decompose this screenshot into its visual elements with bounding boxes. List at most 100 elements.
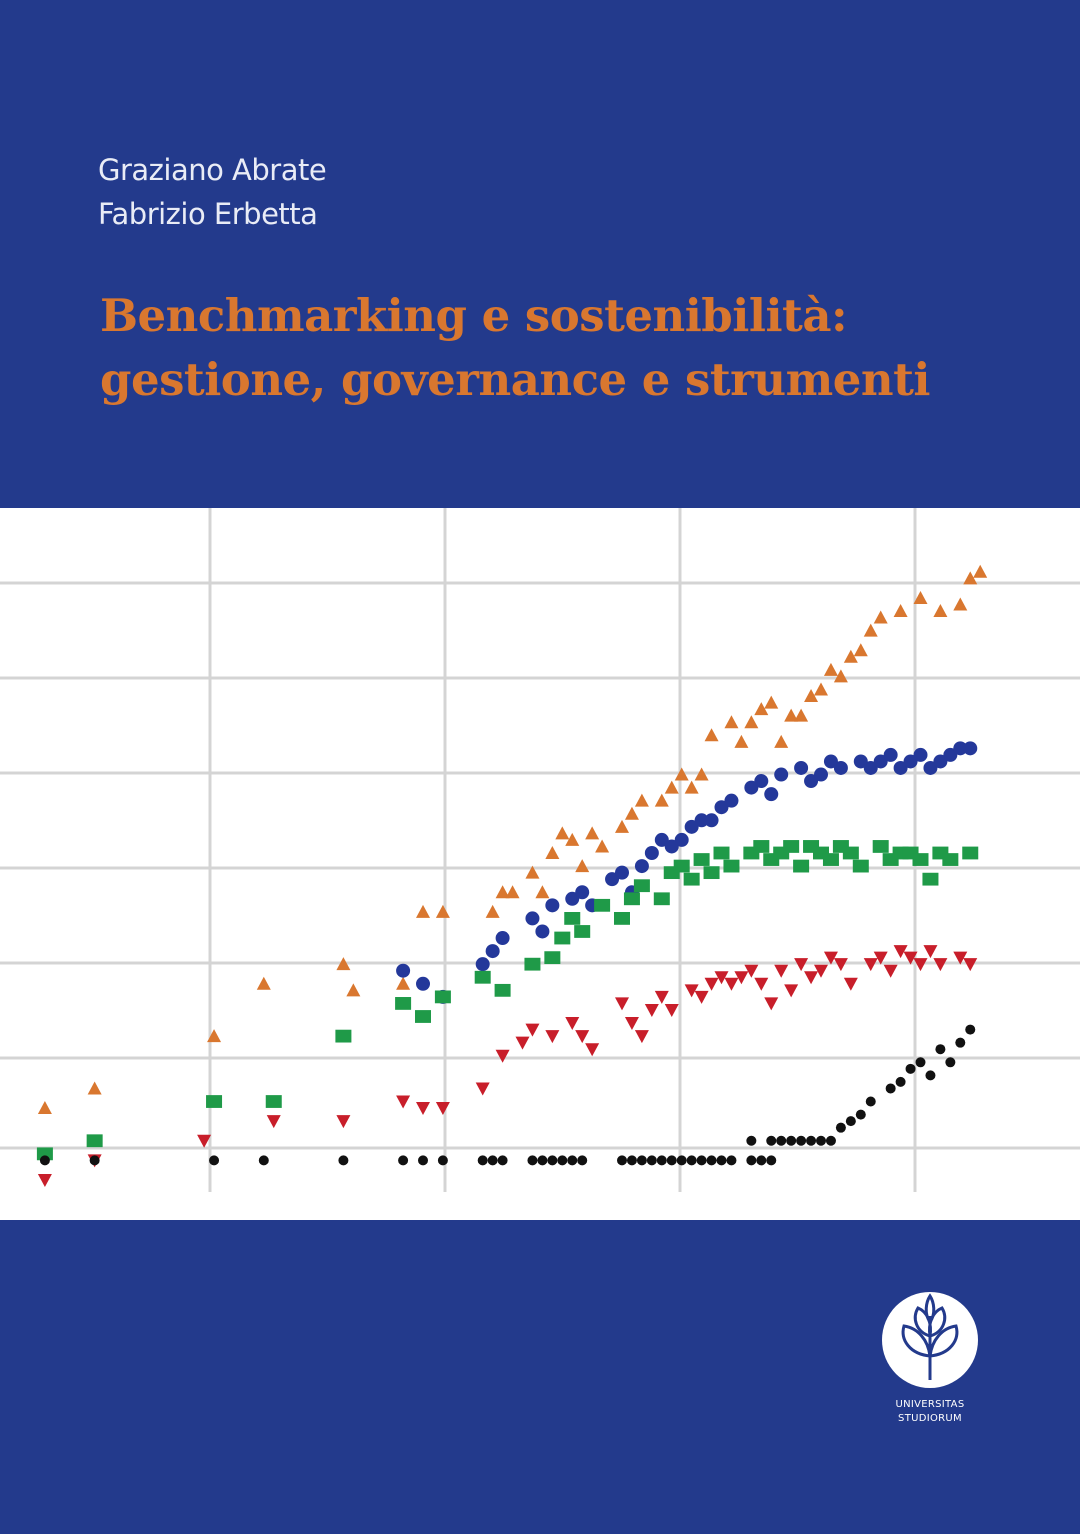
data-point [667,1155,677,1165]
data-point [496,1050,510,1063]
data-point [635,794,649,807]
data-point [488,1155,498,1165]
data-point [415,1010,431,1023]
data-point [544,951,560,964]
data-point [545,846,559,859]
data-point [764,997,778,1010]
series-red [38,945,977,1187]
data-point [574,925,590,938]
data-point [886,1083,896,1093]
data-point [476,1082,490,1095]
data-point [824,663,838,676]
data-point [665,781,679,794]
data-point [753,840,769,853]
data-point [685,781,699,794]
data-point [906,1064,916,1074]
data-point [87,1134,103,1147]
data-point [704,866,720,879]
data-point [823,853,839,866]
series-black [40,1025,975,1166]
data-point [259,1155,269,1165]
data-point [614,912,630,925]
data-point [856,1110,866,1120]
data-point [557,1155,567,1165]
data-point [395,997,411,1010]
data-point [873,840,889,853]
data-point [776,1136,786,1146]
data-point [565,833,579,846]
data-point [535,924,549,938]
publisher-logo-text: UNIVERSITAS STUDIORUM [860,1398,1000,1426]
data-point [734,971,748,984]
data-point [916,1057,926,1067]
data-point [744,715,758,728]
data-point [774,735,788,748]
data-point [925,1070,935,1080]
data-point [884,748,898,762]
book-title: Benchmarking e sostenibilità: gestione, … [100,284,1060,412]
data-point [953,597,967,610]
data-point [806,1136,816,1146]
data-point [963,741,977,755]
data-point [416,977,430,991]
data-point [635,1030,649,1043]
data-point [416,1102,430,1115]
data-point [665,1004,679,1017]
data-point [846,1116,856,1126]
data-point [962,847,978,860]
data-point [657,1155,667,1165]
data-point [545,898,559,912]
data-point [645,846,659,860]
data-point [564,912,580,925]
data-point [766,1136,776,1146]
data-point [594,899,610,912]
data-point [627,1155,637,1165]
data-point [754,978,768,991]
data-point [746,1155,756,1165]
data-point [973,565,987,578]
author-1: Graziano Abrate [98,148,326,192]
series-blue [396,741,977,1004]
data-point [814,768,828,782]
data-point [913,853,929,866]
data-point [844,650,858,663]
data-point [634,879,650,892]
data-point [945,1057,955,1067]
data-point [786,1136,796,1146]
data-point [554,932,570,945]
data-point [942,853,958,866]
data-point [206,1095,222,1108]
data-point [496,931,510,945]
data-point [624,892,640,905]
data-point [625,807,639,820]
data-point [506,885,520,898]
data-point [714,847,730,860]
data-point [864,624,878,637]
data-point [498,1155,508,1165]
data-point [647,1155,657,1165]
data-point [525,911,539,925]
data-point [398,1155,408,1165]
data-point [834,761,848,775]
data-point [595,839,609,852]
data-point [774,965,788,978]
data-point [267,1115,281,1128]
data-point [524,958,540,971]
data-point [814,965,828,978]
data-point [933,958,947,971]
data-point [935,1044,945,1054]
data-point [707,1155,717,1165]
data-point [655,991,669,1004]
data-point [965,1025,975,1035]
data-point [625,1017,639,1030]
data-point [516,1037,530,1050]
data-point [486,944,500,958]
data-point [438,1155,448,1165]
data-point [794,761,808,775]
data-point [793,860,809,873]
data-point [684,873,700,886]
logo-text-line-2: STUDIORUM [860,1412,1000,1426]
data-point [724,715,738,728]
data-point [844,978,858,991]
author-2: Fabrizio Erbetta [98,192,326,236]
